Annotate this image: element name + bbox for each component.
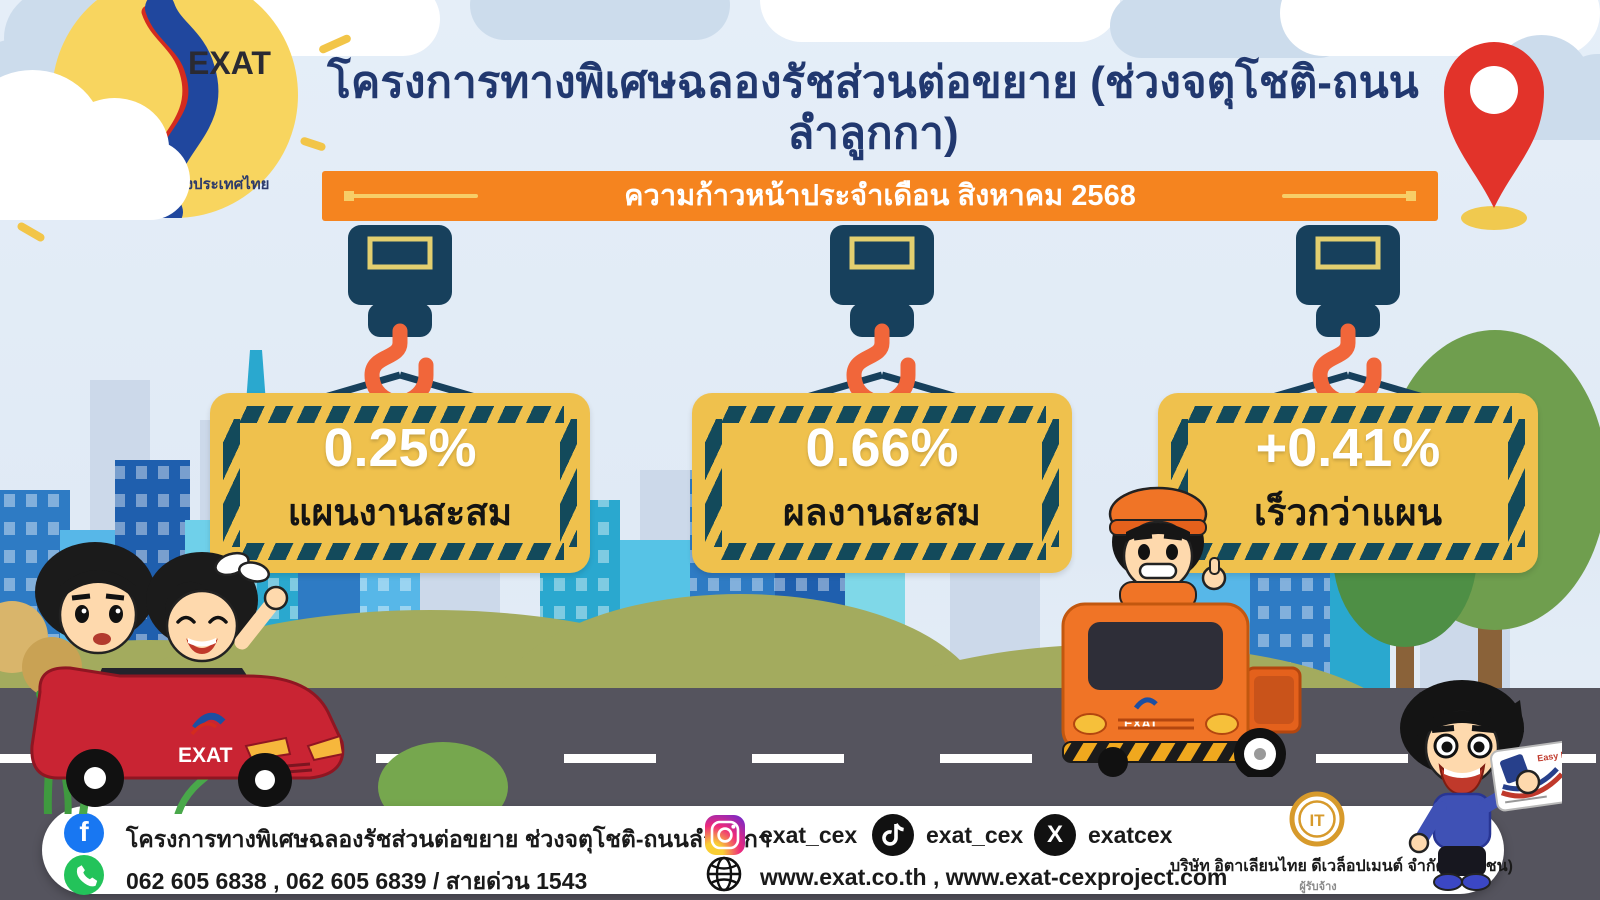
- location-pin-icon: [1444, 41, 1544, 230]
- tiktok-icon: [872, 814, 914, 856]
- stat-label: แผนงานสะสม: [287, 492, 513, 533]
- website-urls: www.exat.co.th , www.exat-cexproject.com: [760, 864, 1228, 890]
- whatsapp-icon: [64, 855, 104, 895]
- cloud: [760, 0, 1120, 42]
- contractor-name: บริษัท อิตาเลียนไทย ดีเวล็อปเมนต์ จำกัด …: [1170, 858, 1513, 875]
- car-brand-text: EXAT: [178, 744, 233, 767]
- stat-sign: 0.66% ผลงานสะสม: [692, 393, 1072, 573]
- car-mascot: EXAT: [30, 542, 345, 807]
- footer-contact-panel: f โครงการทางพิเศษฉลองรัชส่วนต่อขยาย ช่วง…: [42, 791, 1513, 895]
- progress-banner: ความก้าวหน้าประจำเดือน สิงหาคม 2568: [322, 171, 1438, 221]
- itd-logo-icon: IT: [1289, 791, 1345, 847]
- cloud: [1280, 0, 1600, 56]
- stat-unit-plan: 0.25% แผนงานสะสม: [210, 225, 590, 575]
- stat-value: 0.66%: [805, 418, 959, 478]
- bush: [0, 601, 82, 697]
- stat-label: เร็วกว่าแผน: [1253, 492, 1443, 533]
- facebook-icon: f: [64, 813, 104, 853]
- page-title: โครงการทางพิเศษฉลองรัชส่วนต่อขยาย (ช่วงจ…: [327, 58, 1419, 158]
- banner-decoration: [344, 191, 478, 201]
- stat-value: 0.25%: [323, 418, 477, 478]
- progress-banner-text: ความก้าวหน้าประจำเดือน สิงหาคม 2568: [624, 180, 1136, 212]
- hazard-stripe: [1042, 419, 1059, 547]
- svg-text:IT: IT: [1309, 811, 1325, 830]
- phone-numbers: 062 605 6838 , 062 605 6839 / สายด่วน 15…: [126, 868, 588, 894]
- x-icon: X: [1034, 814, 1076, 856]
- exat-logo-wordmark: EXAT: [188, 45, 271, 81]
- instagram-icon: [705, 815, 745, 855]
- hazard-stripe: [718, 406, 1046, 423]
- truck-mascot: EXAT: [1061, 486, 1302, 777]
- road-center-line: [0, 754, 1600, 763]
- facebook-page-name: โครงการทางพิเศษฉลองรัชส่วนต่อขยาย ช่วงจต…: [126, 826, 771, 852]
- instagram-handle: exat_cex: [760, 822, 858, 848]
- hazard-stripe: [1184, 406, 1512, 423]
- hazard-stripe: [705, 419, 722, 547]
- boy-mascot: Easy Pass: [1400, 680, 1562, 891]
- sun-ray: [16, 221, 46, 243]
- x-handle: exatcex: [1088, 822, 1173, 848]
- hazard-stripe: [223, 419, 240, 547]
- hazard-stripe: [236, 543, 564, 560]
- banner-decoration: [1282, 191, 1416, 201]
- hazard-stripe: [718, 543, 1046, 560]
- stat-label: ผลงานสะสม: [783, 492, 981, 533]
- stat-sign: 0.25% แผนงานสะสม: [210, 393, 590, 573]
- cloud: [0, 69, 190, 220]
- hazard-stripe: [1184, 543, 1512, 560]
- hazard-stripe: [236, 406, 564, 423]
- globe-icon: [706, 856, 742, 892]
- stat-value: +0.41%: [1255, 418, 1441, 478]
- crane-hook-icon: [1183, 225, 1513, 425]
- cloud: [470, 0, 730, 40]
- hazard-stripe: [560, 419, 577, 547]
- contractor-role: ผู้รับจ้าง: [1299, 881, 1337, 893]
- stat-unit-actual: 0.66% ผลงานสะสม: [692, 225, 1072, 575]
- tiktok-handle: exat_cex: [926, 822, 1024, 848]
- hazard-stripe: [1508, 419, 1525, 547]
